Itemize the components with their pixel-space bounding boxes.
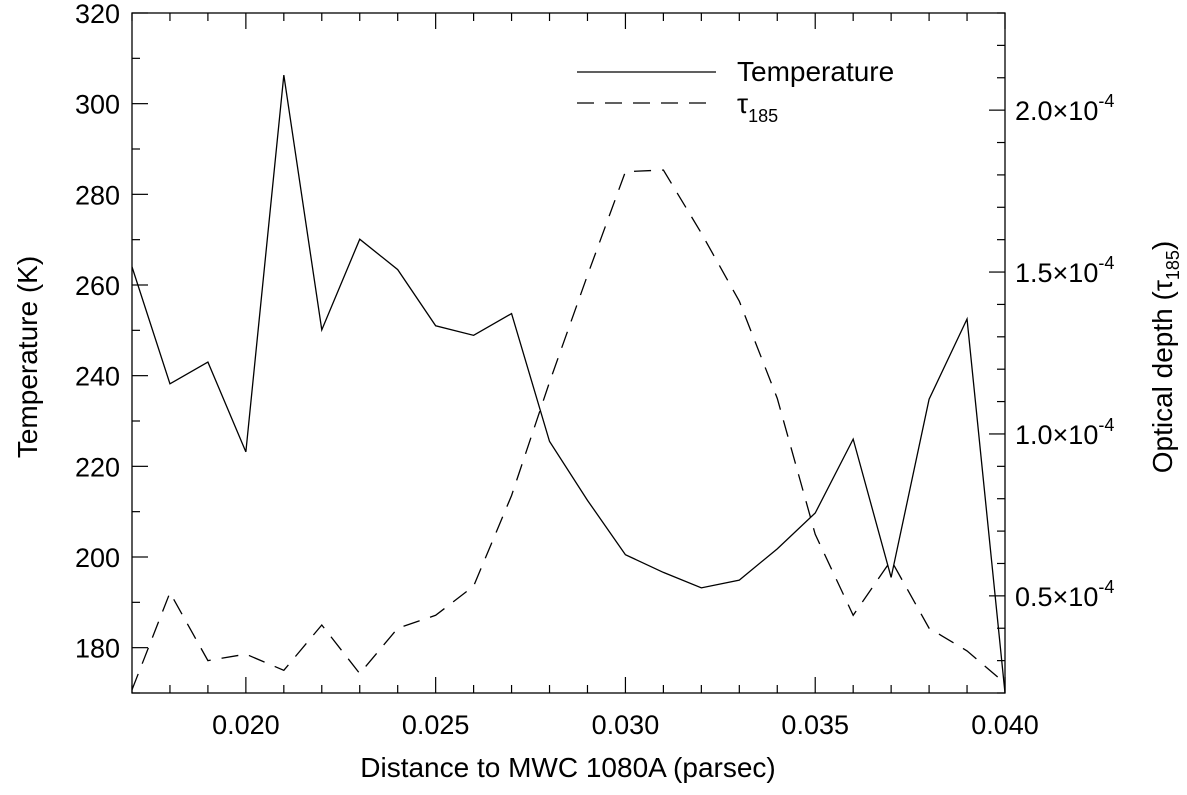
x-axis-title: Distance to MWC 1080A (parsec) xyxy=(360,752,776,783)
series-line-tau185 xyxy=(132,169,1005,690)
right-axis-title-tau: τ xyxy=(1147,280,1178,291)
left-tick-label: 320 xyxy=(75,0,120,29)
plot-frame xyxy=(131,12,1006,694)
x-tick-label: 0.030 xyxy=(592,710,660,740)
right-axis-title-subscript: 185 xyxy=(1163,250,1183,280)
data-point-tau185 xyxy=(245,654,246,655)
tick-marks xyxy=(131,12,1006,694)
data-point-tau185 xyxy=(701,233,702,234)
data-point-tau185 xyxy=(397,628,398,629)
legend-label-tau: τ185 xyxy=(737,88,778,126)
right-tick-label: 2.0×10-4 xyxy=(1015,91,1114,126)
left-tick-label: 280 xyxy=(75,180,120,210)
data-point-tau185 xyxy=(549,382,550,383)
left-tick-label: 260 xyxy=(75,271,120,301)
left-axis-title: Temperature (K) xyxy=(12,256,43,458)
x-tick-label: 0.040 xyxy=(971,710,1039,740)
left-tick-labels: 180 200 220 240 260 280 300 320 xyxy=(75,0,120,664)
right-tick-labels: 0.5×10-4 1.0×10-4 1.5×10-4 2.0×10-4 xyxy=(1015,91,1114,612)
data-point-tau185 xyxy=(587,275,588,276)
legend-label-temperature: Temperature xyxy=(737,56,894,87)
left-tick-label: 220 xyxy=(75,452,120,482)
x-tick-label: 0.020 xyxy=(212,710,280,740)
series-group xyxy=(132,75,1005,693)
x-tick-label: 0.025 xyxy=(402,710,470,740)
right-axis-title: Optical depth (τ185) xyxy=(1147,241,1183,474)
left-tick-label: 180 xyxy=(75,634,120,664)
right-axis-title-close: ) xyxy=(1147,241,1178,250)
data-point-tau185 xyxy=(359,673,360,674)
right-tick-label: 1.0×10-4 xyxy=(1015,415,1114,450)
right-tick-label: 0.5×10-4 xyxy=(1015,577,1114,612)
left-tick-label: 200 xyxy=(75,543,120,573)
right-tick-label: 1.5×10-4 xyxy=(1015,253,1114,288)
data-point-tau185 xyxy=(169,592,170,593)
left-tick-label: 300 xyxy=(75,90,120,120)
right-axis-title-main: Optical depth ( xyxy=(1147,291,1178,474)
series-line-temperature xyxy=(132,75,1005,693)
x-tick-labels: 0.020 0.025 0.030 0.035 0.040 xyxy=(212,710,1039,740)
legend-label-tau-symbol: τ xyxy=(737,88,748,119)
left-tick-label: 240 xyxy=(75,362,120,392)
data-point-tau185 xyxy=(473,586,474,587)
x-tick-label: 0.035 xyxy=(781,710,849,740)
data-point-tau185 xyxy=(625,171,626,172)
legend: Temperature τ185 xyxy=(577,56,894,126)
data-point-tau185 xyxy=(891,560,892,561)
legend-label-tau-subscript: 185 xyxy=(748,106,778,126)
